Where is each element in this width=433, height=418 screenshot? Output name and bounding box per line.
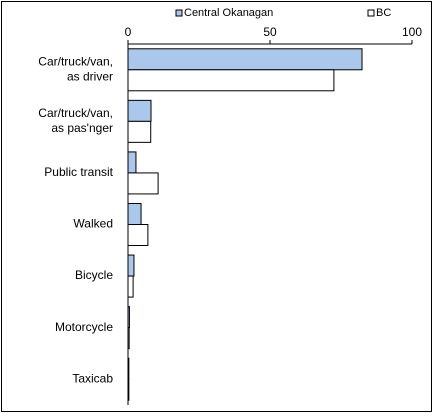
x-tick-label: 0 bbox=[125, 25, 132, 39]
y-tick-label: Car/truck/van, as pas'nger bbox=[38, 106, 113, 135]
legend-label: BC bbox=[376, 7, 391, 19]
legend-swatch bbox=[175, 9, 183, 17]
y-tick-label: Public transit bbox=[44, 165, 113, 179]
legend-label: Central Okanagan bbox=[184, 7, 273, 19]
y-tick-label: Bicycle bbox=[75, 268, 113, 282]
bar bbox=[127, 151, 137, 174]
y-tick-label: Car/truck/van, as driver bbox=[38, 54, 113, 83]
bar bbox=[127, 275, 134, 298]
bar bbox=[127, 69, 335, 92]
bar bbox=[127, 224, 149, 246]
bar bbox=[127, 99, 152, 122]
y-tick-label: Motorcycle bbox=[55, 320, 113, 334]
bar bbox=[127, 172, 159, 195]
legend-swatch bbox=[367, 9, 375, 17]
bar bbox=[127, 203, 142, 225]
y-tick-label: Taxicab bbox=[72, 371, 113, 385]
x-tick-label: 100 bbox=[402, 25, 422, 39]
legend: Central Okanagan BC bbox=[175, 7, 391, 19]
y-tick-label: Walked bbox=[73, 217, 113, 231]
bar bbox=[127, 120, 152, 143]
x-tick-label: 50 bbox=[263, 25, 277, 39]
bar bbox=[127, 254, 135, 277]
bar bbox=[127, 48, 363, 71]
